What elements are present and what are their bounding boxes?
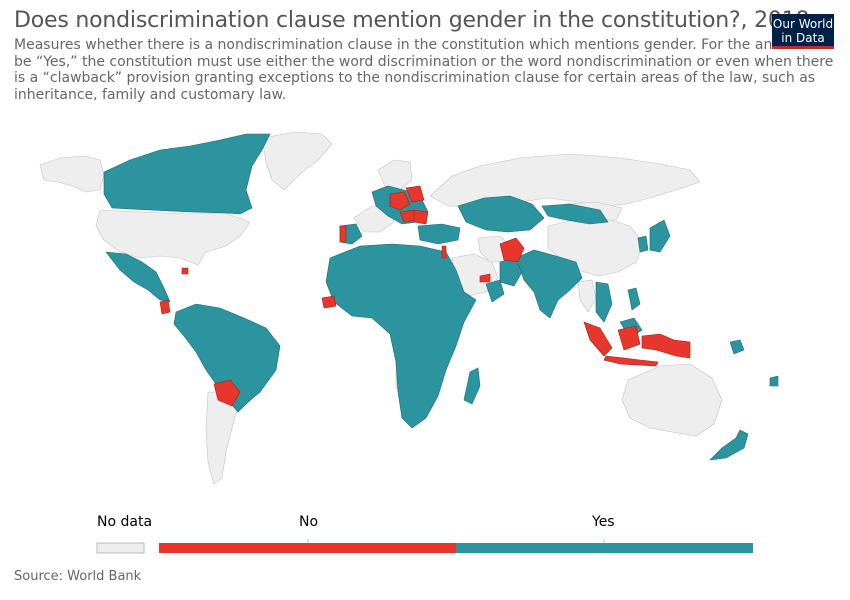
country-portugal (339, 225, 347, 243)
legend-swatch-yes (456, 543, 753, 553)
country-brazil-and-neighbours (173, 303, 281, 413)
country-poland (405, 185, 425, 203)
country-oman (485, 279, 505, 303)
country-afghanistan (499, 237, 525, 263)
country-guinea (321, 295, 337, 309)
country-east-russia-yes (541, 203, 609, 225)
country-alaska (39, 155, 105, 193)
country-turkey (417, 223, 461, 245)
country-usa (95, 209, 251, 266)
legend-label-no-data: No data (97, 514, 153, 530)
country-madagascar (463, 367, 481, 405)
legend-label-yes: Yes (592, 514, 615, 530)
source-note[interactable]: Source: World Bank (14, 569, 142, 584)
country-israel (441, 245, 447, 259)
country-greenland (261, 131, 333, 191)
legend-swatch-no (159, 543, 456, 553)
countries-no-data (39, 131, 723, 485)
country-indonesia-java (603, 355, 659, 367)
legend (96, 539, 753, 554)
countries-no (159, 185, 691, 407)
country-india (515, 249, 583, 319)
country-romania (413, 209, 429, 225)
country-russia (429, 153, 701, 207)
country-canada (103, 133, 271, 215)
country-germany (389, 191, 411, 211)
chart-subtitle: Measures whether there is a nondiscrimin… (14, 37, 834, 103)
country-scandinavia (377, 159, 413, 191)
country-nicaragua (159, 299, 171, 315)
country-kazakhstan (457, 195, 545, 233)
legend-label-no: No (299, 514, 319, 530)
country-philippines (627, 287, 641, 311)
country-indonesia-east (641, 333, 691, 359)
country-paraguay (213, 379, 241, 407)
country-mexico (105, 251, 171, 303)
country-korea (637, 235, 649, 253)
owid-logo[interactable]: Our World in Data (772, 14, 834, 49)
country-melanesia (729, 339, 745, 355)
country-myanmar (577, 279, 597, 313)
country-japan (649, 219, 671, 253)
legend-swatch-no-data (96, 542, 145, 554)
country-indonesia-borneo (617, 325, 641, 351)
country-uae (479, 273, 491, 283)
country-indonesia-sumatra (583, 321, 613, 357)
country-pacific-islands (769, 375, 779, 387)
country-vietnam (595, 281, 613, 323)
chart-title: Does nondiscrimination clause mention ge… (14, 8, 810, 33)
country-africa (325, 243, 477, 429)
country-australia (621, 363, 723, 437)
countries-yes (103, 133, 779, 461)
country-new-zealand (709, 429, 749, 461)
country-dominican-rep (181, 267, 189, 275)
